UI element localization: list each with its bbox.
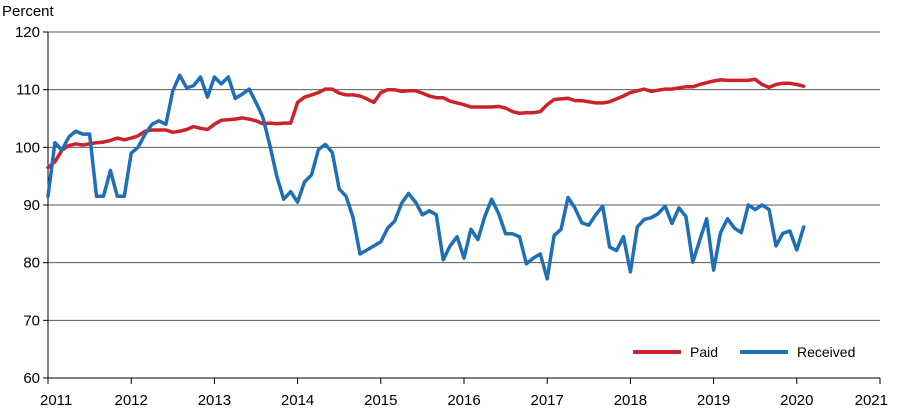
- y-tick-label: 110: [16, 82, 40, 99]
- legend-label-paid: Paid: [690, 344, 718, 360]
- y-tick-label: 100: [15, 139, 40, 156]
- y-tick-label: 120: [15, 24, 40, 41]
- x-tick-label: 2011: [40, 392, 72, 409]
- x-tick-label: 2016: [447, 392, 480, 409]
- x-tick-label: 2013: [198, 392, 231, 409]
- x-tick-label: 2015: [364, 392, 397, 409]
- x-tick-label: 2020: [780, 392, 813, 409]
- x-tick-label: 2021: [855, 392, 888, 409]
- y-tick-labels: 60 70 80 90 100 110 120: [15, 24, 40, 387]
- x-tick-label: 2019: [697, 392, 730, 409]
- y-tick-label: 90: [23, 197, 40, 214]
- x-tick-label: 2014: [281, 392, 314, 409]
- y-tick-label: 80: [23, 255, 40, 272]
- x-tick-label: 2017: [531, 392, 564, 409]
- series-lines: [46, 73, 806, 281]
- legend: Paid Received: [633, 344, 855, 360]
- x-tick-label: 2018: [614, 392, 647, 409]
- legend-label-received: Received: [797, 344, 855, 360]
- x-tick-labels: 2011 2012 2013 2014 2015 2016 2017 2018 2019 2020…: [40, 392, 888, 409]
- series-line-paid: [46, 77, 806, 170]
- series-line-received: [46, 73, 806, 281]
- gridlines: [48, 31, 880, 321]
- y-tick-label: 70: [23, 312, 40, 329]
- x-tick-label: 2012: [115, 392, 148, 409]
- axes: [43, 31, 881, 384]
- y-axis-label: Percent: [2, 3, 55, 20]
- y-tick-label: 60: [23, 370, 40, 387]
